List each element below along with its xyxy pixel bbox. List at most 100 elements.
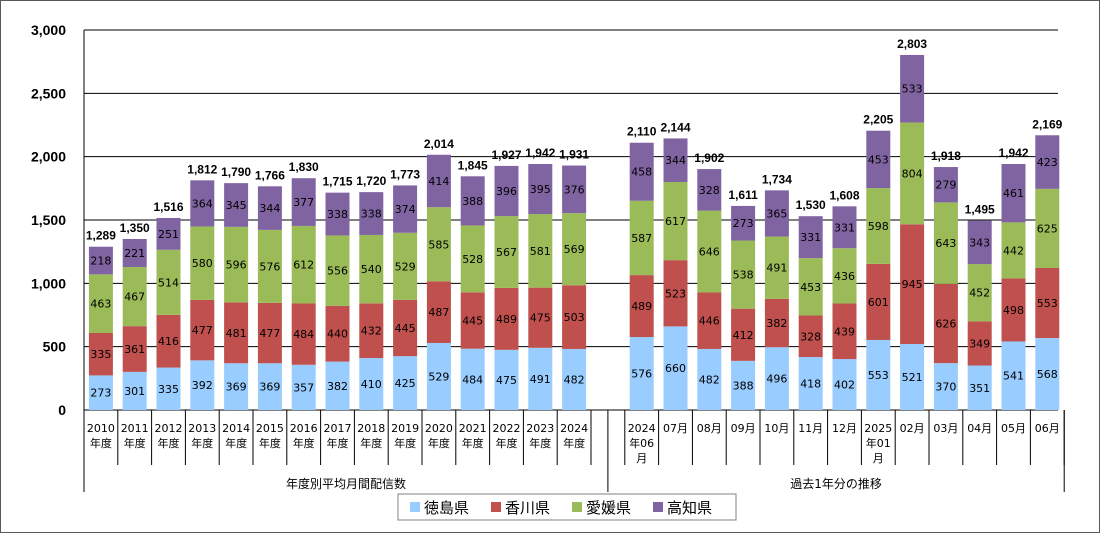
data-label: 477 (192, 324, 213, 337)
data-label: 482 (564, 373, 585, 386)
data-label: 414 (428, 175, 449, 188)
total-label: 2,803 (897, 37, 927, 51)
data-label: 484 (293, 328, 314, 341)
data-label: 412 (733, 329, 754, 342)
total-label: 1,608 (829, 188, 859, 202)
data-label: 351 (969, 382, 990, 395)
data-label: 458 (631, 166, 652, 179)
data-label: 395 (530, 183, 551, 196)
data-label: 625 (1037, 222, 1058, 235)
bar-segment (832, 248, 857, 304)
bar-segment (156, 314, 181, 368)
y-tick-label: 1,000 (31, 275, 66, 291)
total-label: 1,734 (762, 172, 792, 186)
legend-label: 愛媛県 (586, 499, 631, 517)
category-label: 02月 (900, 422, 925, 435)
data-label: 345 (226, 199, 247, 212)
legend-item: 高知県 (653, 499, 712, 517)
data-label: 396 (496, 185, 517, 198)
total-label: 2,014 (424, 137, 454, 151)
bar-segment (764, 236, 789, 299)
data-label: 328 (800, 330, 821, 343)
data-label: 357 (293, 381, 314, 394)
legend-item: 愛媛県 (572, 499, 631, 517)
bar-segment (697, 292, 722, 349)
bar-segment (460, 292, 485, 349)
category-label: 2011 年度 (121, 422, 149, 450)
legend-label: 徳島県 (424, 499, 469, 517)
bar-segment (900, 224, 925, 345)
bar-segment (426, 281, 451, 343)
bar-segment (528, 287, 553, 348)
data-label: 660 (665, 362, 686, 375)
data-label: 436 (834, 270, 855, 283)
data-label: 646 (699, 246, 720, 259)
data-label: 273 (90, 387, 111, 400)
bar-segment (933, 202, 958, 284)
bar-segment (764, 347, 789, 410)
data-label: 344 (665, 154, 686, 167)
total-label: 2,110 (627, 125, 657, 139)
bar-segment (257, 302, 282, 364)
bar-segment (122, 239, 147, 267)
category-label: 2012 年度 (155, 422, 183, 450)
bar-segment (122, 266, 147, 327)
bar-segment (156, 367, 181, 410)
bar-segment (967, 220, 992, 265)
bar-segment (1035, 338, 1060, 410)
bar-segment (494, 165, 519, 217)
bar-segment (494, 216, 519, 288)
bar-segment (967, 365, 992, 410)
data-label: 335 (158, 383, 179, 396)
y-tick-label: 1,500 (31, 212, 66, 228)
bar-segment (731, 308, 756, 361)
data-label: 556 (327, 265, 348, 278)
data-label: 461 (1003, 187, 1024, 200)
total-label: 1,812 (187, 162, 217, 176)
bar-segment (832, 303, 857, 360)
bar-segment (494, 287, 519, 350)
data-label: 491 (766, 262, 787, 275)
data-label: 477 (259, 327, 280, 340)
bar-segment (224, 183, 249, 227)
bar-segment (359, 303, 384, 359)
bar-segment (460, 176, 485, 226)
data-label: 442 (1003, 244, 1024, 257)
data-label: 402 (834, 379, 855, 392)
category-label: 10月 (764, 422, 789, 435)
data-label: 529 (395, 260, 416, 273)
bar-segment (257, 186, 282, 230)
legend-item: 香川県 (491, 499, 550, 517)
bar-segment (967, 264, 992, 322)
data-label: 463 (90, 298, 111, 311)
data-label: 370 (935, 381, 956, 394)
category-label: 04月 (967, 422, 992, 435)
category-label: 2022 年度 (493, 422, 521, 450)
total-label: 2,144 (660, 120, 690, 134)
data-label: 538 (733, 269, 754, 282)
category-label: 07月 (663, 422, 688, 435)
data-label: 382 (327, 380, 348, 393)
data-label: 481 (226, 327, 247, 340)
legend-swatch (491, 502, 501, 512)
data-label: 273 (733, 217, 754, 230)
legend-label: 高知県 (667, 499, 712, 517)
bar-segment (1001, 341, 1026, 410)
bar-segment (325, 305, 350, 362)
data-label: 643 (935, 237, 956, 250)
data-label: 523 (665, 287, 686, 300)
bar-segment (798, 357, 823, 410)
y-tick-label: 0 (58, 402, 66, 418)
y-tick-label: 2,000 (31, 149, 66, 165)
legend-swatch (572, 502, 582, 512)
data-label: 587 (631, 232, 652, 245)
data-label: 452 (969, 287, 990, 300)
bar-segment (798, 315, 823, 358)
bar-segment (325, 192, 350, 236)
bar-segment (460, 225, 485, 293)
bar-segment (88, 246, 113, 275)
bar-segment (359, 192, 384, 235)
data-label: 349 (969, 337, 990, 350)
data-label: 416 (158, 335, 179, 348)
data-label: 533 (902, 83, 923, 96)
